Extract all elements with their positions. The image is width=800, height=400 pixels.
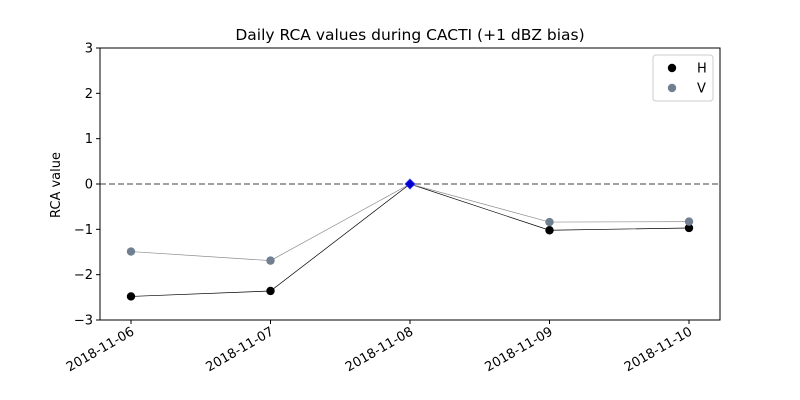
point-H-2018-11-10 bbox=[684, 223, 694, 233]
x-tick-label: 2018-11-06 bbox=[64, 324, 137, 375]
x-tick-label: 2018-11-07 bbox=[204, 324, 277, 375]
y-tick-label: −1 bbox=[74, 223, 93, 238]
y-tick-label: 3 bbox=[85, 42, 93, 57]
y-tick-label: −2 bbox=[74, 268, 93, 283]
y-axis-label: RCA value bbox=[49, 152, 64, 218]
point-H-2018-11-07 bbox=[266, 286, 275, 296]
legend-marker-V bbox=[667, 83, 677, 93]
plot-area: −3 −2 −1 0 1 2 3 2018-11-06 2018-11-07 2018-11-08… bbox=[64, 42, 721, 375]
y-tick-label: 1 bbox=[85, 132, 93, 147]
series-line-H bbox=[130, 183, 690, 297]
y-tick-label: −3 bbox=[74, 314, 93, 329]
chart-title: Daily RCA values during CACTI (+1 dBZ bi… bbox=[235, 26, 584, 44]
point-H-2018-11-06 bbox=[126, 292, 136, 301]
legend-label-V: V bbox=[697, 82, 706, 97]
legend: HV bbox=[652, 54, 714, 102]
legend-label-H: H bbox=[697, 62, 707, 77]
y-tick-label: 0 bbox=[85, 178, 93, 193]
legend-marker-H bbox=[667, 63, 677, 73]
point-V-2018-11-10 bbox=[684, 217, 694, 226]
series-line-V bbox=[130, 183, 690, 261]
x-tick-label: 2018-11-09 bbox=[483, 324, 556, 375]
point-V-2018-11-06 bbox=[126, 247, 136, 256]
point-V-2018-11-09 bbox=[545, 217, 554, 227]
legend-box bbox=[652, 54, 714, 102]
point-V-2018-11-07 bbox=[266, 256, 275, 265]
highlight-diamond-point bbox=[404, 178, 416, 190]
x-tick-label: 2018-11-08 bbox=[343, 324, 416, 375]
x-tick-label: 2018-11-10 bbox=[622, 324, 695, 375]
point-H-2018-11-09 bbox=[545, 226, 554, 235]
y-tick-label: 2 bbox=[85, 87, 93, 102]
